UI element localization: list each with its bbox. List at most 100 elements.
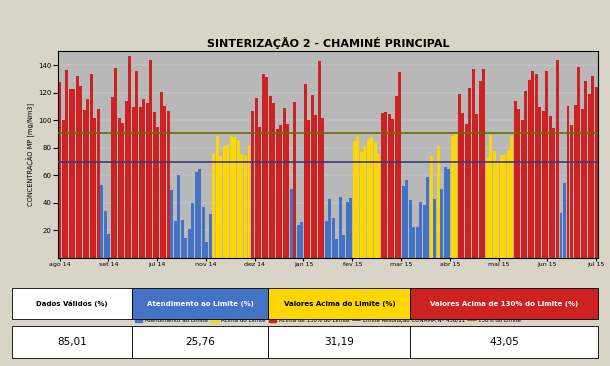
Bar bbox=[577, 67, 580, 258]
Bar bbox=[79, 86, 82, 258]
Bar bbox=[370, 138, 373, 258]
Y-axis label: CONCENTRAÇÃO MP [mg/Nm3]: CONCENTRAÇÃO MP [mg/Nm3] bbox=[27, 103, 35, 206]
Text: 85,01: 85,01 bbox=[57, 337, 87, 347]
Title: SINTERIZAÇÃO 2 - CHAMINÉ PRINCIPAL: SINTERIZAÇÃO 2 - CHAMINÉ PRINCIPAL bbox=[207, 37, 449, 49]
Bar bbox=[451, 136, 454, 258]
Bar bbox=[128, 56, 131, 258]
Bar bbox=[156, 127, 159, 258]
Bar bbox=[444, 167, 447, 258]
Bar bbox=[206, 242, 209, 258]
Bar bbox=[377, 154, 380, 258]
Bar bbox=[525, 91, 528, 258]
Text: 25,76: 25,76 bbox=[185, 337, 215, 347]
Bar bbox=[12, 326, 132, 358]
Bar bbox=[411, 326, 598, 358]
Bar bbox=[395, 96, 398, 258]
Bar bbox=[132, 288, 268, 319]
Bar bbox=[268, 326, 411, 358]
Bar bbox=[251, 111, 254, 258]
Bar bbox=[107, 235, 110, 258]
Bar bbox=[118, 118, 121, 258]
Text: Valores Acima de 130% do Limite (%): Valores Acima de 130% do Limite (%) bbox=[430, 300, 578, 307]
Bar bbox=[356, 136, 359, 258]
Bar bbox=[178, 175, 181, 258]
Bar bbox=[310, 95, 314, 258]
Bar bbox=[335, 239, 338, 258]
Bar bbox=[234, 137, 237, 258]
Bar bbox=[72, 89, 75, 258]
Bar bbox=[388, 113, 391, 258]
Bar bbox=[409, 201, 412, 258]
Bar bbox=[587, 94, 590, 258]
Bar bbox=[272, 104, 275, 258]
Bar bbox=[132, 107, 135, 258]
Bar bbox=[314, 115, 317, 258]
Text: 43,05: 43,05 bbox=[489, 337, 519, 347]
Bar bbox=[472, 69, 475, 258]
Bar bbox=[475, 113, 478, 258]
Bar bbox=[339, 197, 342, 258]
Bar bbox=[114, 68, 117, 258]
Bar bbox=[559, 213, 562, 258]
Bar bbox=[121, 123, 124, 258]
Bar bbox=[97, 109, 100, 258]
Bar bbox=[381, 113, 384, 258]
Legend: Atendimento ao Limite, Acima do Limite, Acima de 130% do Limite, Limite Resoluçã: Atendimento ao Limite, Acima do Limite, … bbox=[132, 315, 523, 326]
Bar bbox=[353, 141, 356, 258]
Bar bbox=[248, 145, 251, 258]
Bar bbox=[486, 158, 489, 258]
Bar bbox=[493, 151, 496, 258]
Bar bbox=[398, 72, 401, 258]
Bar bbox=[458, 94, 461, 258]
Bar bbox=[549, 116, 552, 258]
Bar bbox=[192, 203, 195, 258]
Bar bbox=[62, 120, 65, 258]
Bar bbox=[553, 128, 556, 258]
Bar bbox=[290, 189, 293, 258]
Bar bbox=[220, 156, 223, 258]
Bar bbox=[563, 183, 566, 258]
Bar bbox=[268, 96, 271, 258]
Bar bbox=[556, 60, 559, 258]
Bar bbox=[69, 89, 72, 258]
Bar bbox=[483, 69, 486, 258]
Bar bbox=[437, 146, 440, 258]
Bar bbox=[440, 190, 443, 258]
Bar bbox=[282, 108, 285, 258]
Bar bbox=[135, 71, 138, 258]
Bar bbox=[286, 124, 289, 258]
Bar bbox=[100, 185, 103, 258]
Bar bbox=[139, 107, 142, 258]
Bar bbox=[167, 111, 170, 258]
Bar bbox=[374, 142, 377, 258]
Bar bbox=[195, 172, 198, 258]
Bar bbox=[542, 111, 545, 258]
Bar bbox=[237, 140, 240, 258]
Bar bbox=[500, 155, 503, 258]
Bar bbox=[12, 288, 132, 319]
Bar bbox=[581, 109, 584, 258]
Bar bbox=[531, 71, 534, 258]
Text: Valores Acima do Limite (%): Valores Acima do Limite (%) bbox=[284, 300, 395, 307]
Bar bbox=[304, 84, 307, 258]
Bar bbox=[411, 288, 598, 319]
Bar bbox=[265, 77, 268, 258]
Bar bbox=[230, 136, 233, 258]
Bar bbox=[240, 154, 243, 258]
Bar bbox=[539, 107, 542, 258]
Bar bbox=[416, 227, 418, 258]
Bar bbox=[142, 98, 145, 258]
Bar bbox=[349, 198, 352, 258]
Bar bbox=[465, 124, 468, 258]
Bar bbox=[184, 238, 187, 258]
Bar bbox=[83, 109, 86, 258]
Bar bbox=[146, 103, 149, 258]
Bar bbox=[181, 220, 184, 258]
Bar bbox=[93, 117, 96, 258]
Bar bbox=[514, 101, 517, 258]
Bar bbox=[402, 186, 404, 258]
Bar bbox=[268, 288, 411, 319]
Bar bbox=[202, 207, 205, 258]
Bar bbox=[86, 98, 89, 258]
Bar bbox=[318, 61, 321, 258]
